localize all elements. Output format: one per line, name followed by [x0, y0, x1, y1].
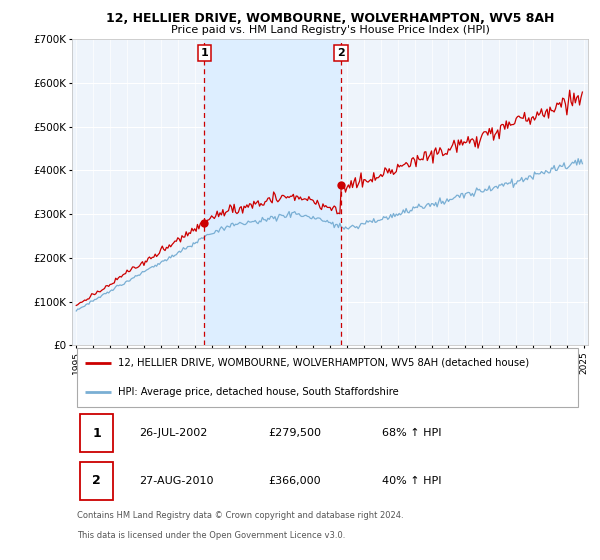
Text: 2: 2 [337, 48, 345, 58]
FancyBboxPatch shape [80, 414, 113, 452]
FancyBboxPatch shape [77, 348, 578, 407]
Text: 1: 1 [200, 48, 208, 58]
Text: 27-AUG-2010: 27-AUG-2010 [139, 475, 214, 486]
FancyBboxPatch shape [80, 461, 113, 500]
Text: This data is licensed under the Open Government Licence v3.0.: This data is licensed under the Open Gov… [77, 531, 346, 540]
Text: Price paid vs. HM Land Registry's House Price Index (HPI): Price paid vs. HM Land Registry's House … [170, 25, 490, 35]
Text: £366,000: £366,000 [268, 475, 321, 486]
Text: HPI: Average price, detached house, South Staffordshire: HPI: Average price, detached house, Sout… [118, 387, 399, 397]
Text: 68% ↑ HPI: 68% ↑ HPI [382, 428, 441, 438]
Text: 26-JUL-2002: 26-JUL-2002 [139, 428, 208, 438]
Text: 12, HELLIER DRIVE, WOMBOURNE, WOLVERHAMPTON, WV5 8AH: 12, HELLIER DRIVE, WOMBOURNE, WOLVERHAMP… [106, 12, 554, 25]
Bar [204, 39, 341, 346]
Text: 1: 1 [92, 427, 101, 440]
Text: 2: 2 [92, 474, 101, 487]
Text: 40% ↑ HPI: 40% ↑ HPI [382, 475, 441, 486]
Text: £279,500: £279,500 [268, 428, 321, 438]
Text: Contains HM Land Registry data © Crown copyright and database right 2024.: Contains HM Land Registry data © Crown c… [77, 511, 404, 520]
Text: 12, HELLIER DRIVE, WOMBOURNE, WOLVERHAMPTON, WV5 8AH (detached house): 12, HELLIER DRIVE, WOMBOURNE, WOLVERHAMP… [118, 358, 530, 368]
